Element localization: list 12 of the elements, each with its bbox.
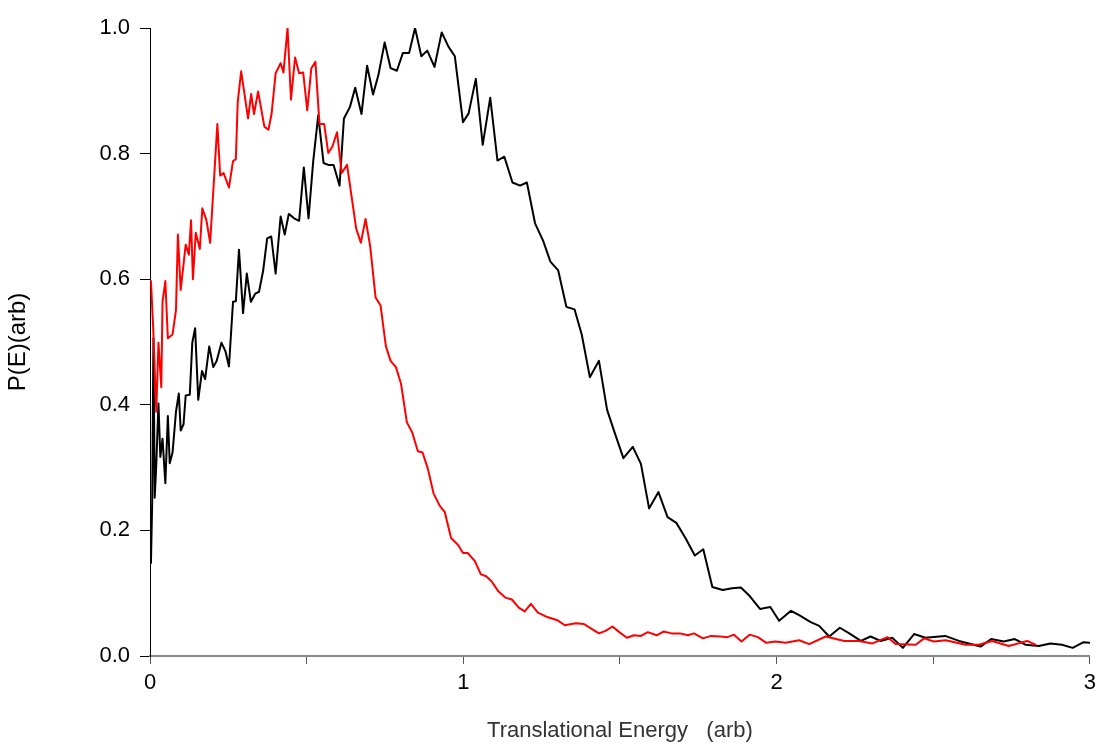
y-tick-label: 0.6	[99, 265, 130, 291]
y-tick-label: 0.0	[99, 642, 130, 668]
y-tick-label: 1.0	[99, 14, 130, 40]
y-tick-label: 0.2	[99, 516, 130, 542]
x-tick-label: 3	[1083, 669, 1097, 695]
x-axis-title: Translational Energy (arb)	[487, 716, 753, 742]
x-tick-label: 1	[457, 669, 470, 695]
x-tick-label: 2	[770, 669, 783, 695]
y-tick-label: 0.8	[99, 139, 130, 165]
y-axis-title: P(E)(arb)	[3, 292, 31, 392]
y-tick-label: 0.4	[99, 390, 130, 416]
x-tick-label: 0	[143, 669, 157, 695]
